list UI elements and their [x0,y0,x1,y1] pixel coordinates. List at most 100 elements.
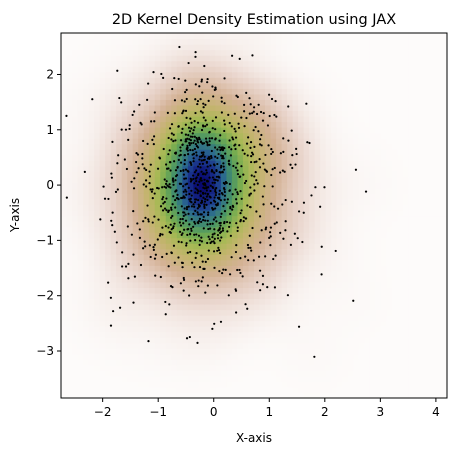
scatter-point [184,177,188,180]
heatmap-cell [171,88,178,95]
heatmap-cell [331,337,338,344]
heatmap-cell [276,66,283,73]
heatmap-cell [61,121,68,128]
heatmap-cell [314,71,321,78]
heatmap-cell [66,348,73,355]
heatmap-cell [193,66,200,73]
heatmap-cell [220,392,228,398]
heatmap-cell [298,115,305,123]
scatter-point [143,167,146,170]
heatmap-cell [61,298,68,305]
heatmap-cell [435,292,443,300]
heatmap-cell [435,198,443,206]
heatmap-cell [116,331,123,338]
heatmap-cell [287,160,294,167]
heatmap-cell [287,320,294,327]
heatmap-cell [72,204,79,211]
heatmap-cell [270,49,277,56]
heatmap-cell [198,370,205,377]
heatmap-cell [220,381,228,388]
heatmap-cell [298,44,305,51]
heatmap-cell [375,331,382,338]
heatmap-cell [320,248,327,255]
heatmap-cell [254,375,261,383]
heatmap-cell [154,237,161,244]
heatmap-cell [408,364,415,371]
heatmap-cell [176,110,183,117]
scatter-point [197,285,200,288]
heatmap-cell [380,276,387,283]
heatmap-cell [72,359,79,366]
heatmap-cell [309,171,316,178]
heatmap-cell [408,315,415,322]
scatter-point [226,198,229,201]
heatmap-cell [364,270,371,277]
heatmap-cell [375,215,382,222]
heatmap-cell [193,138,200,145]
heatmap-cell [265,132,272,139]
heatmap-cell [105,110,112,117]
heatmap-cell [270,270,277,277]
heatmap-cell [176,331,183,338]
heatmap-cell [298,265,305,272]
heatmap-cell [209,226,216,233]
heatmap-cell [320,348,327,355]
heatmap-cell [105,215,112,222]
scatter-point [142,220,145,223]
scatter-point [179,161,183,164]
heatmap-cell [171,71,178,78]
heatmap-cell [198,259,205,266]
heatmap-cell [248,392,255,398]
heatmap-cell [364,33,371,40]
heatmap-cell [149,270,156,277]
heatmap-cell [292,182,299,189]
heatmap-cell [83,243,90,250]
heatmap-cell [391,254,398,261]
heatmap-cell [231,209,239,217]
heatmap-cell [298,337,305,344]
heatmap-cell [364,182,371,189]
heatmap-cell [66,353,73,360]
heatmap-cell [66,127,73,134]
heatmap-cell [254,88,261,95]
heatmap-cell [254,364,261,371]
heatmap-cell [138,204,145,211]
heatmap-cell [265,71,272,78]
heatmap-cell [314,276,321,283]
heatmap-cell [419,287,426,294]
heatmap-cell [204,320,211,327]
heatmap-cell [176,104,183,112]
heatmap-cell [281,254,288,261]
heatmap-cell [66,315,73,322]
heatmap-cell [121,254,128,261]
heatmap-cell [160,77,167,84]
heatmap-cell [331,320,338,327]
heatmap-cell [121,303,128,311]
heatmap-cell [353,182,360,189]
heatmap-cell [435,171,443,178]
heatmap-cell [187,77,194,84]
heatmap-cell [320,270,327,277]
scatter-point [208,143,211,146]
heatmap-cell [276,386,283,394]
heatmap-cell [424,71,432,78]
heatmap-cell [132,303,139,311]
heatmap-cell [149,99,156,106]
heatmap-cell [397,110,404,117]
heatmap-cell [424,33,432,40]
heatmap-cell [176,342,183,349]
heatmap-cell [149,353,156,360]
heatmap-cell [193,154,200,161]
heatmap-cell [353,60,360,67]
heatmap-cell [413,287,421,294]
heatmap-cell [149,209,156,217]
heatmap-cell [320,198,327,206]
heatmap-cell [369,254,376,261]
heatmap-cell [176,292,183,300]
heatmap-cell [116,342,123,349]
heatmap-cell [435,303,443,311]
heatmap-cell [336,49,343,56]
heatmap-cell [242,132,250,139]
heatmap-cell [237,60,244,67]
heatmap-cell [105,265,112,272]
